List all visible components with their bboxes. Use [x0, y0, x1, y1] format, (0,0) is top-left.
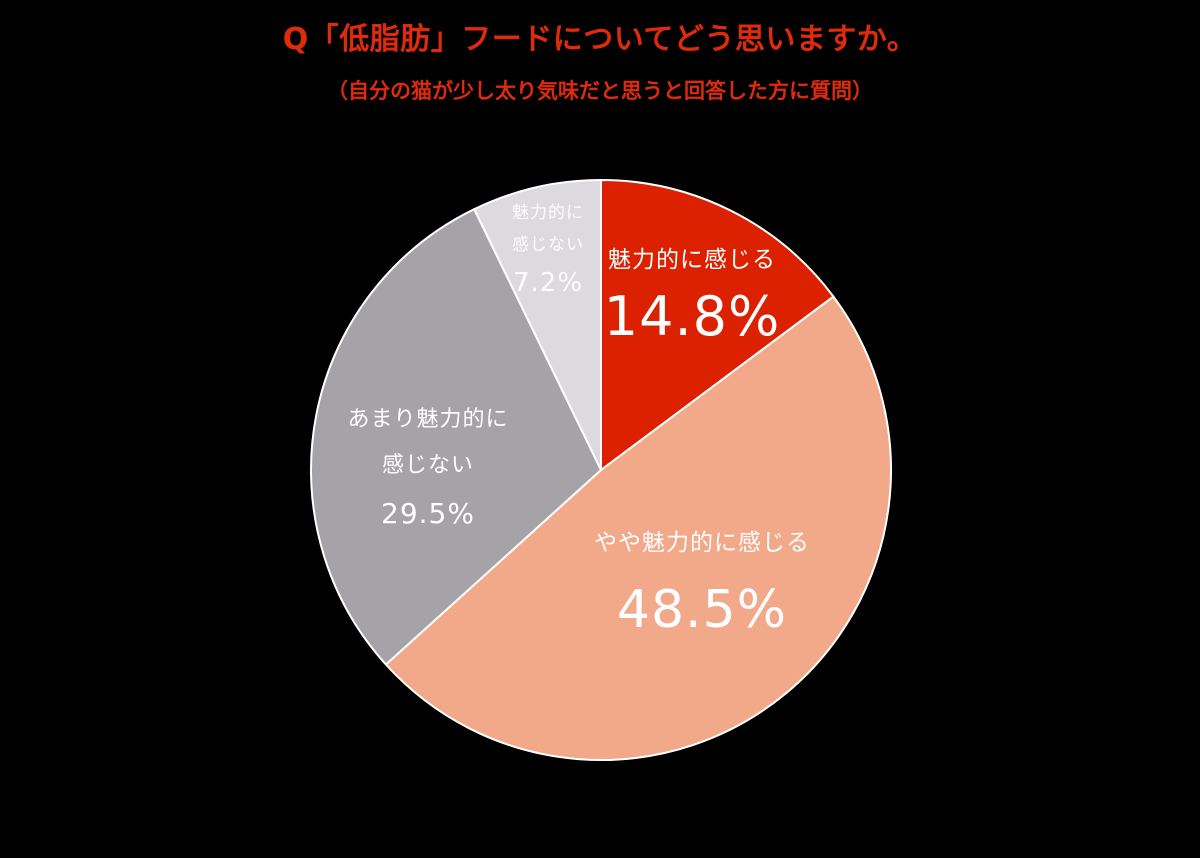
- slice-name-line-1: あまり魅力的に: [347, 407, 509, 432]
- slice-name-line-2: 感じない: [381, 453, 475, 478]
- chart-title: Q「低脂肪」フードについてどう思いますか。: [282, 22, 918, 57]
- slice-name-line-1: 魅力的に: [512, 203, 584, 223]
- slice-name-line-2: 感じない: [512, 235, 584, 255]
- slice-percent: 14.8%: [603, 285, 781, 348]
- slice-label-somewhat-yes: やや魅力的に感じる 48.5%: [594, 526, 810, 642]
- chart-subtitle: （自分の猫が少し太り気味だと思うと回答した方に質問）: [327, 79, 873, 103]
- pie-slice-no: [473, 179, 602, 471]
- slice-label-somewhat-no: あまり魅力的に 感じない 29.5%: [347, 397, 508, 539]
- slice-percent: 29.5%: [381, 497, 475, 530]
- slice-name: 魅力的に感じる: [607, 247, 776, 273]
- slice-percent: 48.5%: [616, 580, 788, 640]
- slice-label-strong-yes: 魅力的に感じる 14.8%: [604, 243, 781, 349]
- pie-slice-somewhat-yes: [384, 295, 892, 761]
- slice-name: やや魅力的に感じる: [594, 530, 810, 556]
- pie-slice-strong-yes: [600, 179, 835, 471]
- slice-percent: 7.2%: [512, 268, 584, 298]
- slice-label-no: 魅力的に 感じない 7.2%: [512, 197, 584, 305]
- pie-slices: [310, 179, 892, 761]
